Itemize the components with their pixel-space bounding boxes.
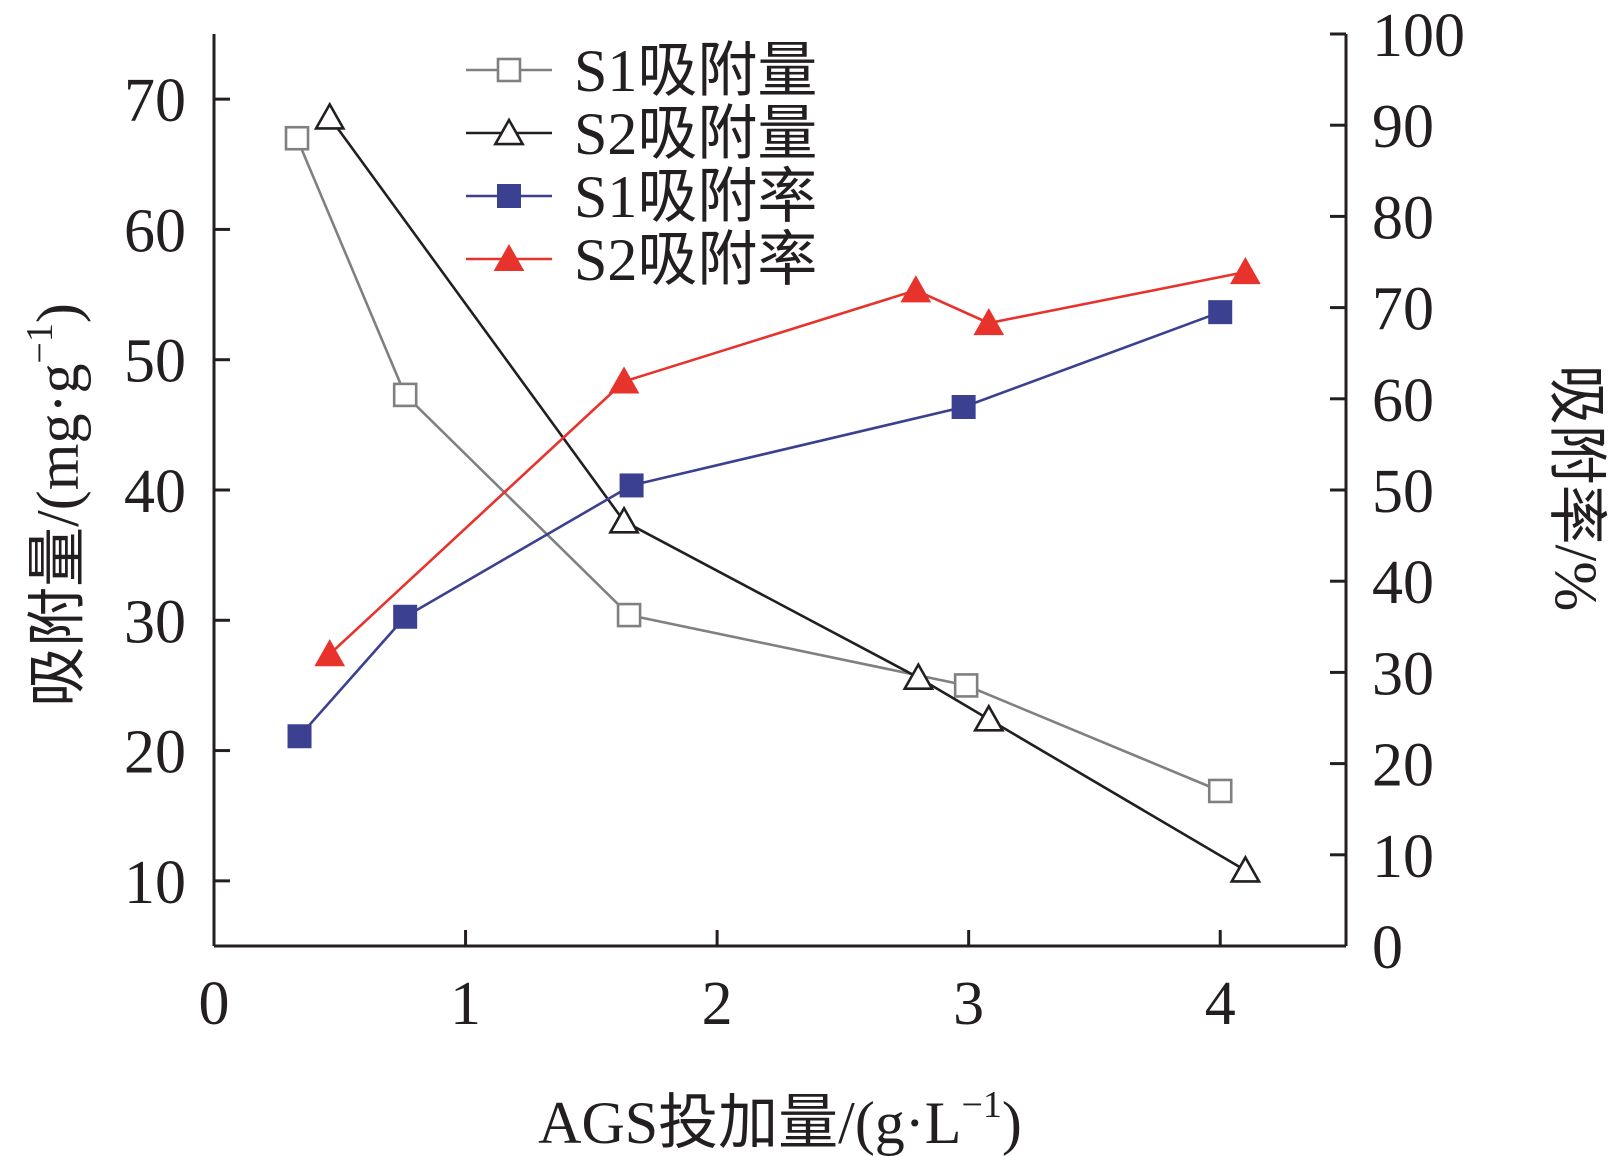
data-point bbox=[1208, 300, 1233, 325]
data-point bbox=[616, 602, 642, 628]
y-left-tick-label: 50 bbox=[124, 328, 186, 396]
legend-entry: S1吸附量 bbox=[466, 38, 817, 104]
y-left-axis-title: 吸附量/(mg·g−1) bbox=[19, 303, 91, 707]
y-right-tick-label: 30 bbox=[1372, 640, 1434, 708]
x-tick-label: 1 bbox=[450, 970, 481, 1038]
data-point bbox=[608, 505, 640, 534]
data-point bbox=[393, 604, 418, 629]
y-left-tick-label: 10 bbox=[124, 849, 186, 917]
data-point bbox=[608, 366, 640, 394]
data-point bbox=[951, 395, 976, 420]
data-point bbox=[392, 382, 418, 408]
data-point bbox=[902, 661, 935, 690]
legend-marker bbox=[497, 184, 521, 208]
y-left-tick-label: 30 bbox=[124, 588, 186, 656]
y-right-tick-label: 10 bbox=[1372, 823, 1434, 891]
y-left-tick-label: 40 bbox=[124, 458, 186, 526]
legend-marker bbox=[493, 243, 525, 272]
series-2 bbox=[313, 101, 1262, 883]
series-3 bbox=[287, 300, 1233, 749]
y-right-tick-label: 90 bbox=[1372, 93, 1434, 161]
data-point bbox=[313, 101, 346, 130]
data-point bbox=[287, 724, 312, 749]
legend-label: S2吸附率 bbox=[574, 227, 817, 293]
series-1 bbox=[284, 125, 1233, 804]
legend-entry: S2吸附量 bbox=[466, 101, 817, 167]
legend-label: S1吸附量 bbox=[574, 38, 817, 104]
series-layer bbox=[284, 101, 1262, 883]
x-tick-label: 2 bbox=[702, 970, 733, 1038]
data-point bbox=[900, 275, 932, 303]
legend-label: S1吸附率 bbox=[574, 164, 817, 230]
series-line bbox=[328, 270, 1246, 656]
y-right-tick-label: 50 bbox=[1372, 458, 1434, 526]
legend-marker bbox=[493, 117, 525, 146]
data-point bbox=[953, 673, 979, 698]
y-right-tick-label: 100 bbox=[1372, 2, 1465, 70]
y-right-tick-label: 40 bbox=[1372, 549, 1434, 617]
legend-label: S2吸附量 bbox=[574, 101, 817, 167]
y-left-tick-label: 20 bbox=[124, 719, 186, 787]
y-right-tick-label: 80 bbox=[1372, 184, 1434, 252]
x-tick-label: 4 bbox=[1205, 970, 1236, 1038]
data-point bbox=[619, 473, 644, 498]
data-point bbox=[284, 125, 310, 151]
legend-marker bbox=[496, 57, 522, 83]
axes: 0 1 2 3 410203040506070010203040506070809010… bbox=[124, 2, 1465, 1038]
y-right-tick-label: 0 bbox=[1372, 914, 1403, 982]
data-point bbox=[1230, 257, 1261, 285]
y-left-tick-label: 60 bbox=[124, 197, 186, 265]
x-tick-label: 3 bbox=[953, 970, 984, 1038]
legend-entry: S2吸附率 bbox=[466, 227, 817, 293]
series-4 bbox=[314, 257, 1261, 667]
data-point bbox=[973, 308, 1005, 336]
y-left-tick-label: 70 bbox=[124, 67, 186, 135]
y-right-tick-label: 70 bbox=[1372, 276, 1434, 344]
y-right-axis-title: 吸附率/% bbox=[1543, 365, 1608, 612]
y-right-tick-label: 20 bbox=[1372, 732, 1434, 800]
data-point bbox=[314, 639, 346, 667]
series-line bbox=[298, 310, 1221, 738]
data-point bbox=[972, 703, 1005, 732]
x-axis-title: AGS投加量/(g·L−1) bbox=[538, 1084, 1022, 1156]
data-point bbox=[1207, 778, 1233, 804]
legend-entry: S1吸附率 bbox=[466, 164, 817, 230]
y-right-tick-label: 60 bbox=[1372, 367, 1434, 435]
x-tick-label: 0 bbox=[199, 970, 230, 1038]
data-point bbox=[1229, 854, 1262, 883]
